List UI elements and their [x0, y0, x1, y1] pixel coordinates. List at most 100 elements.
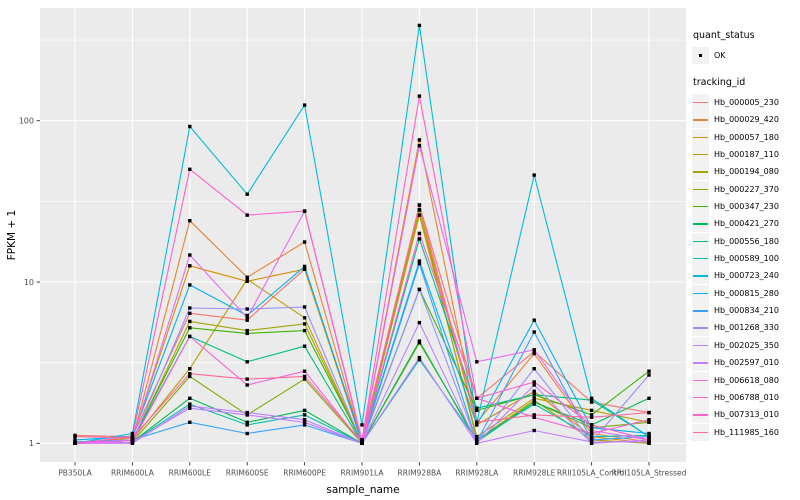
legend-item-Hb_000556_180: Hb_000556_180 [692, 232, 798, 250]
svg-text:100: 100 [19, 117, 34, 126]
legend-label: Hb_000556_180 [714, 236, 779, 246]
legend-key-swatch [692, 319, 709, 337]
legend-key-swatch [692, 267, 709, 285]
series-color-line-icon [693, 258, 708, 260]
legend-key-swatch [692, 423, 709, 441]
legend-label: Hb_000227_370 [714, 184, 779, 194]
legend-label: Hb_000187_110 [714, 150, 779, 160]
series-color-line-icon [693, 362, 708, 364]
svg-text:RRIM600PE: RRIM600PE [283, 469, 326, 478]
legend-key-swatch [692, 180, 709, 198]
legend-label: Hb_000057_180 [714, 132, 779, 142]
legend-key-swatch [692, 215, 709, 233]
legend-label: Hb_000421_270 [714, 219, 779, 229]
legend-key-swatch [692, 250, 709, 268]
axis-ticks [36, 120, 650, 466]
legend-item-Hb_000029_420: Hb_000029_420 [692, 111, 798, 129]
legend-label: Hb_002597_010 [714, 358, 779, 368]
series-color-line-icon [693, 344, 708, 347]
legend-item-Hb_000421_270: Hb_000421_270 [692, 215, 798, 233]
series-color-line-icon [693, 102, 708, 104]
legend-key-swatch [692, 302, 709, 320]
legend-item-Hb_001268_330: Hb_001268_330 [692, 319, 798, 337]
legend-label: Hb_000005_230 [714, 98, 779, 107]
svg-text:RRIM600SE: RRIM600SE [226, 469, 269, 478]
legend-key-swatch [692, 163, 709, 181]
legend-item-Hb_000057_180: Hb_000057_180 [692, 128, 798, 146]
legend-item-Hb_002597_010: Hb_002597_010 [692, 354, 798, 372]
legend-item-Hb_000194_080: Hb_000194_080 [692, 163, 798, 181]
svg-text:RRIM928LA: RRIM928LA [455, 469, 499, 478]
svg-text:RRIM600LA: RRIM600LA [111, 469, 155, 478]
legend-item-Hb_000347_230: Hb_000347_230 [692, 198, 798, 216]
legend-item-Hb_007313_010: Hb_007313_010 [692, 406, 798, 424]
series-color-line-icon [693, 240, 708, 243]
legend-title-quant-status: quant_status [693, 30, 755, 41]
legend-label: Hb_006618_080 [714, 375, 779, 385]
legend: quant_status OK tracking_id Hb_000005_23… [692, 30, 798, 441]
legend-key-swatch [692, 284, 709, 302]
series-color-line-icon [693, 206, 708, 208]
legend-label-ok: OK [714, 51, 726, 60]
legend-key-swatch [692, 198, 709, 216]
legend-key-swatch [692, 111, 709, 129]
y-tick-labels: 1 10 100 [19, 117, 34, 449]
y-axis-title: FPKM + 1 [6, 209, 18, 261]
svg-text:RRII105LA_Control: RRII105LA_Control [557, 469, 627, 478]
point-marker-icon [698, 53, 703, 58]
svg-text:RRIM928LE: RRIM928LE [513, 469, 556, 478]
series-color-line-icon [693, 223, 708, 225]
x-tick-labels: PB350LA RRIM600LA RRIM600LE RRIM600SE RRIM60… [58, 469, 686, 478]
svg-text:10: 10 [24, 278, 34, 287]
legend-label: Hb_000194_080 [714, 167, 779, 177]
legend-item-Hb_111985_160: Hb_111985_160 [692, 423, 798, 441]
legend-title-tracking-id: tracking_id [693, 77, 746, 88]
legend-item-Hb_000187_110: Hb_000187_110 [692, 146, 798, 164]
legend-label: Hb_006788_010 [714, 392, 779, 402]
series-color-line-icon [693, 119, 708, 121]
svg-text:RRIM928BA: RRIM928BA [398, 469, 443, 478]
legend-item-Hb_000589_100: Hb_000589_100 [692, 250, 798, 268]
legend-key-swatch [692, 388, 709, 406]
series-color-line-icon [693, 171, 708, 173]
data-points [73, 23, 651, 445]
legend-key-swatch [692, 128, 709, 146]
legend-tracking-id-group: tracking_id Hb_000005_230 Hb_000029_420 Hb… [692, 77, 798, 441]
svg-text:RRIM901LA: RRIM901LA [341, 469, 385, 478]
panel-background [40, 8, 686, 462]
legend-item-Hb_006618_080: Hb_006618_080 [692, 371, 798, 389]
series-color-line-icon [693, 136, 708, 139]
svg-text:1: 1 [29, 439, 34, 448]
legend-item-Hb_000834_210: Hb_000834_210 [692, 302, 798, 320]
legend-key-swatch [692, 371, 709, 389]
legend-item-Hb_000227_370: Hb_000227_370 [692, 180, 798, 198]
legend-item-Hb_006788_010: Hb_006788_010 [692, 388, 798, 406]
series-color-line-icon [693, 327, 708, 329]
series-color-line-icon [693, 154, 708, 156]
svg-text:PB350LA: PB350LA [58, 469, 92, 478]
legend-key-point-icon [692, 47, 709, 64]
legend-label: Hb_000589_100 [714, 254, 779, 264]
legend-key-swatch [692, 354, 709, 372]
legend-items-list: Hb_000005_230 Hb_000029_420 Hb_000057_180 H… [692, 94, 798, 441]
legend-key-swatch [692, 146, 709, 164]
series-color-line-icon [693, 379, 708, 381]
legend-label: Hb_001268_330 [714, 323, 779, 333]
series-color-line-icon [693, 188, 708, 191]
legend-item-Hb_000005_230: Hb_000005_230 [692, 94, 798, 111]
gridlines-minor [40, 39, 686, 363]
legend-label: Hb_000834_210 [714, 306, 779, 316]
legend-label: Hb_002025_350 [714, 340, 779, 350]
legend-quant-status-group: quant_status OK [692, 30, 798, 64]
svg-text:RRIM600LE: RRIM600LE [169, 469, 212, 478]
series-color-line-icon [693, 275, 708, 277]
legend-key-swatch [692, 406, 709, 424]
legend-key-swatch [692, 94, 709, 111]
legend-label: Hb_111985_160 [714, 427, 779, 437]
legend-label: Hb_000723_240 [714, 271, 779, 281]
svg-text:RRII105LA_Stressed: RRII105LA_Stressed [612, 469, 687, 478]
legend-item-ok: OK [692, 47, 798, 64]
series-color-line-icon [693, 396, 708, 399]
